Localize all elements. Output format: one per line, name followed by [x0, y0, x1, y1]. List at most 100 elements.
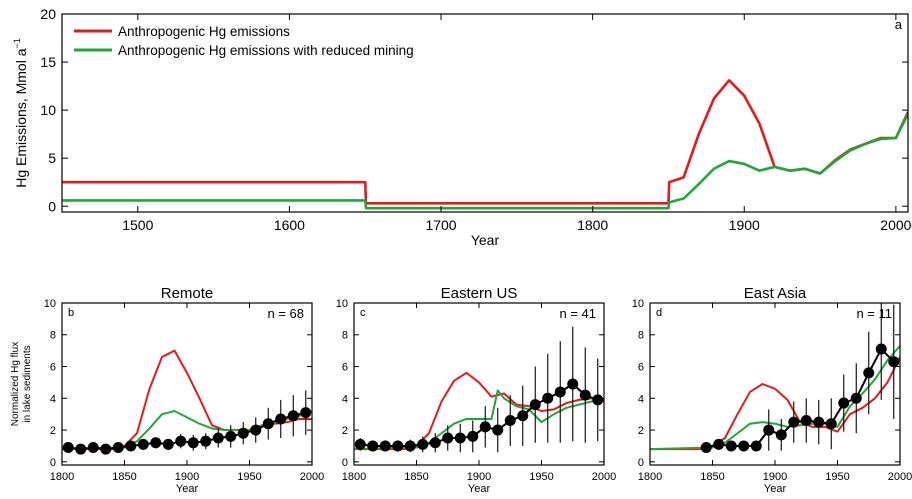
data-point [738, 440, 750, 452]
data-point [62, 442, 74, 454]
y-tick-label: 15 [40, 54, 56, 70]
y-tick-label: 8 [342, 330, 348, 342]
data-point [137, 438, 149, 450]
data-point [838, 397, 850, 409]
y-tick-label: 2 [638, 425, 644, 437]
y-tick-label: 6 [342, 361, 348, 373]
x-tick-label: 2000 [300, 471, 324, 483]
data-point [800, 415, 812, 427]
x-tick-label: 1900 [763, 471, 787, 483]
series-group [62, 79, 908, 210]
sample-count-label: n = 68 [267, 306, 304, 321]
plot-frame [61, 302, 313, 466]
data-point [250, 424, 262, 436]
data-point [175, 435, 187, 447]
x-tick-label: 2000 [888, 471, 912, 483]
data-point [850, 392, 862, 404]
x-tick-label: 2000 [592, 471, 616, 483]
x-axis-label: Year [468, 483, 491, 495]
data-point [275, 413, 287, 425]
data-point [863, 367, 875, 379]
x-tick-label: 1600 [274, 217, 305, 233]
data-point [542, 392, 554, 404]
series-group [354, 326, 604, 453]
panel-a-emissions-chart: 1500 1600 1700 1800 1900 2000 0 5 10 15 20 Year a Hg … [12, 6, 912, 248]
x-tick-label: 2000 [880, 217, 911, 233]
data-point [212, 432, 224, 444]
data-point [788, 416, 800, 428]
x-tick-label: 1950 [825, 471, 849, 483]
y-tick-label: 0 [48, 198, 56, 214]
y-tick-label: 0 [342, 457, 348, 469]
data-point [287, 410, 299, 422]
y-tick-label: 8 [638, 330, 644, 342]
y-tick-label: 2 [342, 425, 348, 437]
reduced-mining-line [650, 345, 900, 451]
anthropogenic-emissions-line [354, 371, 604, 451]
data-point [125, 440, 137, 452]
y-tick-label: 5 [48, 150, 56, 166]
panel-letter: b [68, 307, 74, 319]
anthropogenic-emissions-line [650, 356, 900, 451]
data-point [75, 443, 87, 455]
data-point [517, 410, 529, 422]
panel-letter: d [656, 307, 662, 319]
data-point [529, 399, 541, 411]
y-axis-label-line: Normalized Hg flux [10, 342, 21, 426]
data-point [875, 343, 887, 355]
y-tick-label: 10 [336, 298, 348, 310]
x-tick-label: 1800 [638, 471, 662, 483]
y-tick-label: 0 [50, 457, 56, 469]
y-tick-label: 10 [44, 298, 56, 310]
data-point [700, 442, 712, 454]
data-point [200, 435, 212, 447]
x-tick-label: 1850 [700, 471, 724, 483]
plot-frame [61, 13, 909, 213]
data-point [775, 429, 787, 441]
data-point [454, 432, 466, 444]
data-point [100, 443, 112, 455]
y-axis-label-line: in lake sediments [22, 345, 33, 422]
data-point [379, 440, 391, 452]
y-tick-label: 10 [632, 298, 644, 310]
x-tick-label: 1900 [729, 217, 760, 233]
x-tick-label: 1950 [237, 471, 261, 483]
reduced-mining-line [62, 113, 908, 210]
data-point [417, 438, 429, 450]
x-tick-label: 1900 [467, 471, 491, 483]
data-point [262, 418, 274, 430]
x-axis-label: Year [764, 483, 787, 495]
y-tick-label: 10 [40, 102, 56, 118]
x-tick-label: 1800 [342, 471, 366, 483]
data-point [467, 430, 479, 442]
y-tick-label: 6 [50, 361, 56, 373]
anthropogenic-emissions-line [62, 79, 908, 205]
y-tick-label: 8 [50, 330, 56, 342]
anthropogenic-emissions-line [62, 349, 312, 451]
legend-label: Anthropogenic Hg emissions with reduced … [118, 43, 414, 58]
chart-title: Eastern US [441, 285, 518, 302]
data-point [592, 394, 604, 406]
y-axis-label: Hg Emissions, Mmol a−1 [12, 38, 29, 188]
data-point [392, 440, 404, 452]
x-tick-label: 1950 [529, 471, 553, 483]
data-point [888, 356, 900, 368]
data-point [442, 432, 454, 444]
data-point [825, 418, 837, 430]
data-point [162, 438, 174, 450]
x-tick-label: 1900 [175, 471, 199, 483]
sample-count-label: n = 41 [559, 306, 596, 321]
data-point [554, 386, 566, 398]
y-tick-label: 4 [638, 393, 644, 405]
data-point [504, 415, 516, 427]
x-axis-label: Year [471, 232, 500, 248]
x-tick-label: 1800 [50, 471, 74, 483]
x-tick-label: 1500 [122, 217, 153, 233]
data-point [150, 437, 162, 449]
x-tick-label: 1800 [577, 217, 608, 233]
data-point [713, 438, 725, 450]
data-point [579, 389, 591, 401]
reduced-mining-line [62, 410, 312, 451]
y-tick-label: 4 [342, 393, 348, 405]
